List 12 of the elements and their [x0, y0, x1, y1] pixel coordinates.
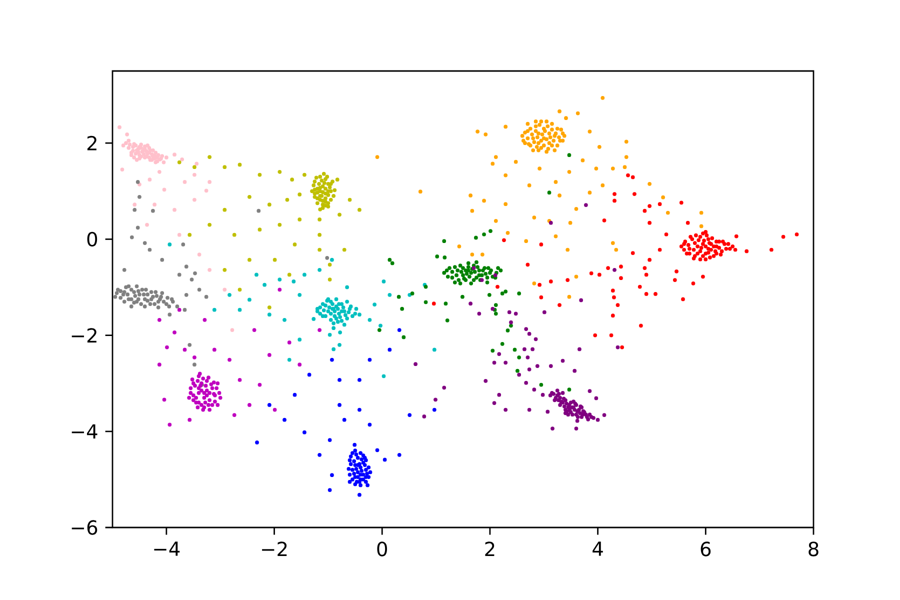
x-tick-label: −4 [154, 542, 180, 556]
x-tick-label: 0 [377, 542, 387, 556]
x-tick-label: 2 [485, 542, 494, 556]
x-tick-label: −2 [262, 542, 287, 556]
y-tick-label: 0 [87, 232, 98, 247]
y-tick-label: −2 [72, 328, 96, 342]
y-tick-label: −6 [72, 520, 98, 535]
x-tick-label: 6 [700, 542, 711, 556]
y-tick-label: −4 [72, 424, 98, 438]
y-tick-label: 2 [87, 136, 96, 150]
x-tick-label: 4 [592, 542, 603, 556]
x-tick-label: 8 [808, 542, 818, 556]
